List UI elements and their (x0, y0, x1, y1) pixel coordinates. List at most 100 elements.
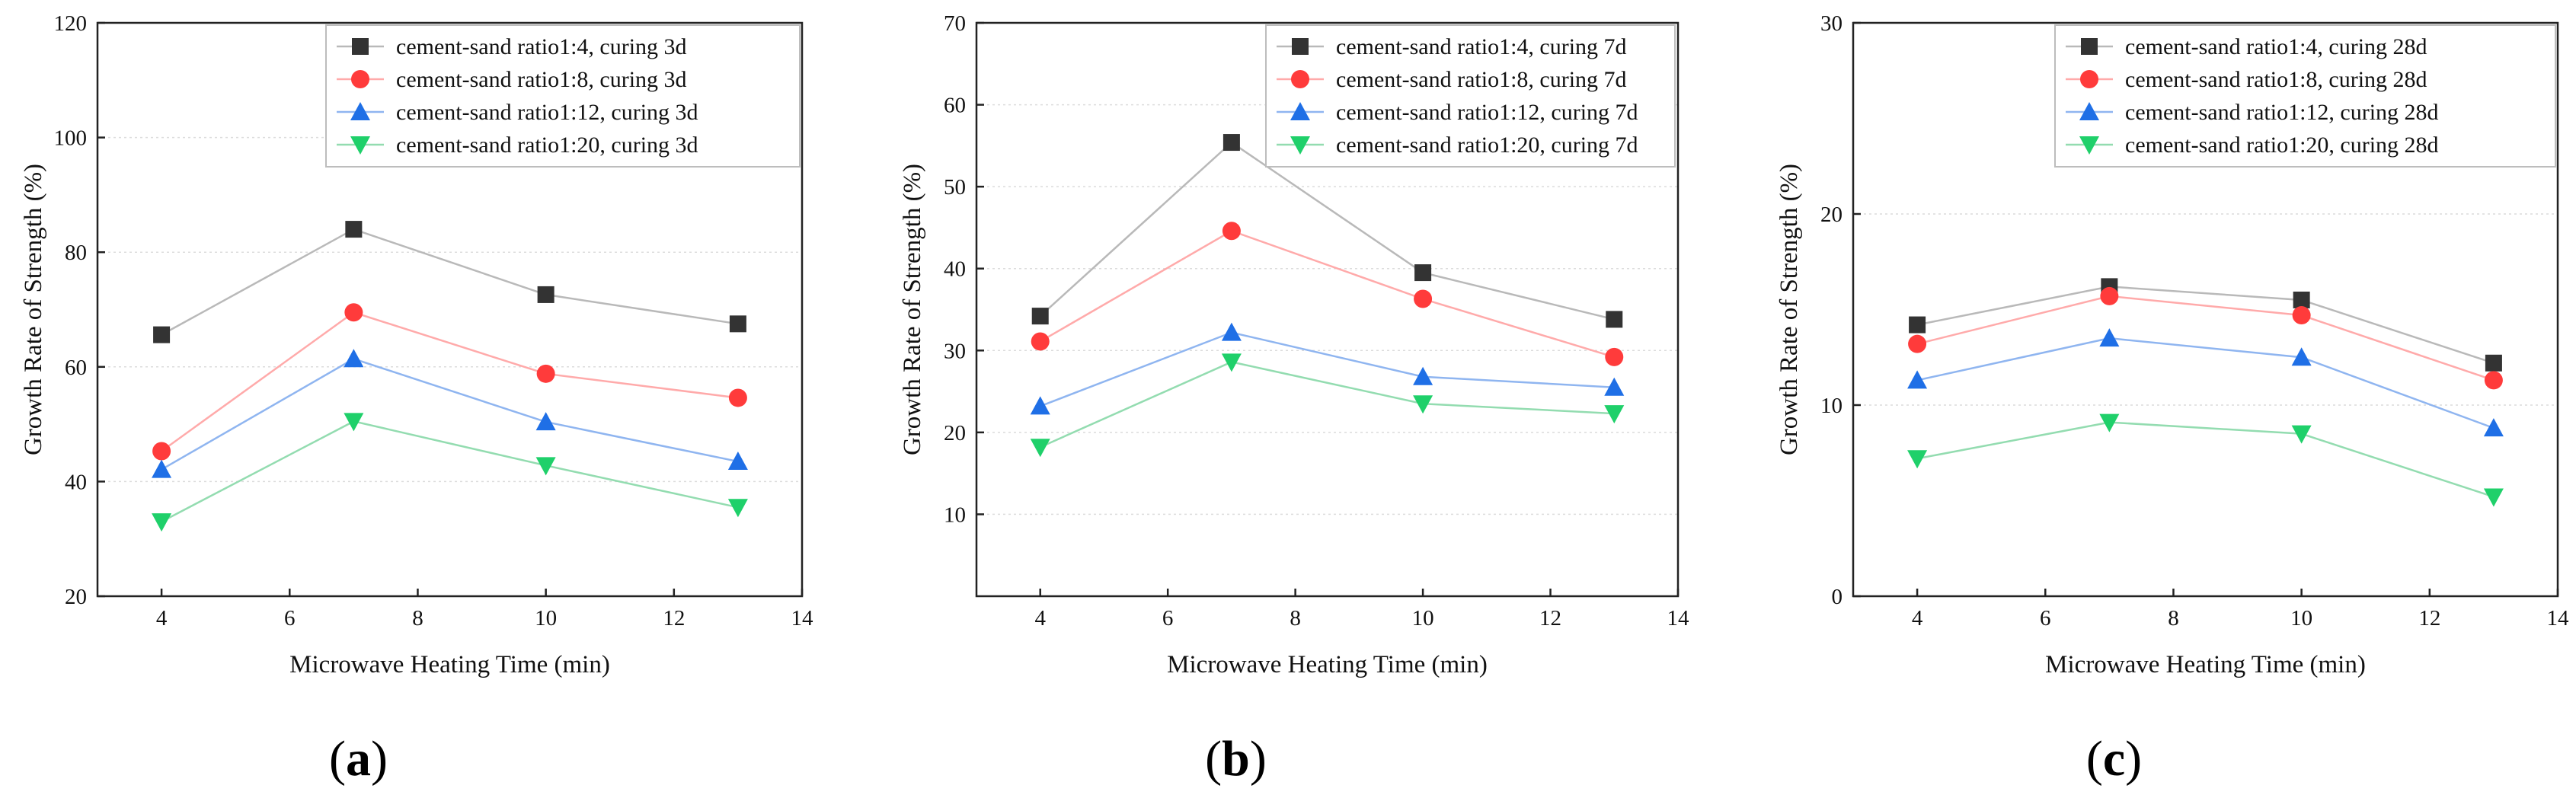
y-tick-label: 120 (54, 11, 88, 36)
data-point (345, 221, 363, 238)
data-point (1604, 377, 1625, 396)
data-point (1909, 316, 1926, 334)
data-point (1031, 308, 1049, 325)
y-tick-label: 20 (944, 421, 966, 445)
data-point (153, 326, 171, 343)
plot-frame (96, 21, 804, 598)
y-tick-label: 60 (944, 94, 966, 118)
y-tick-label: 10 (1820, 394, 1843, 418)
data-point (1908, 334, 1927, 353)
y-tick-label: 100 (54, 126, 88, 151)
data-point (537, 286, 555, 303)
data-point (1414, 289, 1433, 308)
x-tick-label: 4 (1912, 606, 1923, 630)
data-point (2483, 488, 2504, 507)
legend-marker (2081, 38, 2098, 55)
series-line (1916, 421, 2495, 498)
x-axis-label: Microwave Heating Time (min) (289, 651, 610, 678)
legend-label: cement-sand ratio1:4, curing 28d (2125, 34, 2427, 59)
x-tick-label: 4 (156, 606, 168, 630)
panel-label: (a) (329, 731, 388, 787)
x-tick-label: 4 (1034, 606, 1046, 630)
x-tick-label: 6 (284, 606, 296, 630)
x-tick-label: 12 (1539, 606, 1561, 630)
series-line (161, 228, 739, 336)
legend-label: cement-sand ratio1:20, curing 3d (396, 132, 698, 158)
data-point (1030, 396, 1050, 415)
panel-label: (c) (2086, 731, 2142, 787)
x-axis-label: Microwave Heating Time (min) (1167, 651, 1488, 678)
legend-marker (351, 70, 369, 88)
x-tick-label: 10 (535, 606, 557, 630)
series-line (161, 311, 739, 452)
data-point (1907, 370, 1928, 389)
series-line (1916, 295, 2495, 381)
y-tick-label: 70 (944, 11, 966, 36)
data-point (1907, 450, 1928, 469)
y-tick-label: 50 (944, 175, 966, 200)
legend-box (1265, 24, 1676, 168)
x-tick-label: 6 (1162, 606, 1174, 630)
y-tick-label: 30 (1820, 11, 1843, 36)
legend-box (2054, 24, 2556, 168)
data-point (152, 442, 171, 461)
series-line (1040, 361, 1615, 448)
data-point (727, 499, 748, 518)
legend-label: cement-sand ratio1:4, curing 3d (396, 34, 687, 59)
data-point (1030, 439, 1050, 458)
data-point (2099, 328, 2120, 347)
legend-marker (1290, 102, 1310, 120)
x-tick-label: 8 (2168, 606, 2179, 630)
data-point (535, 457, 556, 476)
legend-label: cement-sand ratio1:20, curing 7d (1336, 132, 1638, 158)
legend-marker (2080, 70, 2098, 88)
legend-label: cement-sand ratio1:12, curing 28d (2125, 100, 2439, 125)
legend-label: cement-sand ratio1:8, curing 3d (396, 67, 687, 92)
series-line (1916, 337, 2495, 429)
data-point (1221, 322, 1242, 341)
plot-frame (1852, 21, 2559, 598)
y-tick-label: 80 (65, 241, 87, 265)
x-axis-label: Microwave Heating Time (min) (2045, 651, 2366, 678)
plot-frame (975, 21, 1680, 598)
legend-marker (2079, 136, 2099, 155)
data-point (344, 349, 364, 368)
legend-marker (350, 102, 370, 120)
legend-label: cement-sand ratio1:12, curing 7d (1336, 100, 1638, 125)
y-tick-label: 0 (1832, 585, 1843, 609)
data-point (344, 413, 364, 432)
data-point (2291, 347, 2312, 366)
data-point (535, 412, 556, 431)
y-axis-label: Growth Rate of Strength (%) (899, 164, 926, 455)
data-point (152, 459, 172, 478)
data-point (2100, 286, 2119, 305)
y-axis-label: Growth Rate of Strength (%) (1775, 164, 1803, 455)
x-tick-label: 8 (1290, 606, 1301, 630)
legend-marker (1290, 136, 1310, 155)
x-tick-label: 14 (791, 606, 814, 630)
x-tick-label: 14 (1667, 606, 1690, 630)
data-point (1604, 405, 1625, 424)
data-point (1222, 134, 1240, 152)
data-point (2485, 354, 2502, 372)
y-tick-label: 40 (944, 257, 966, 282)
panel-label: (b) (1205, 731, 1267, 787)
x-tick-label: 14 (2547, 606, 2570, 630)
y-tick-label: 10 (944, 503, 966, 527)
data-point (1606, 311, 1623, 328)
data-point (1222, 222, 1241, 241)
x-tick-label: 6 (2040, 606, 2051, 630)
data-point (1413, 366, 1433, 385)
data-point (1605, 347, 1624, 366)
legend-marker (1291, 70, 1309, 88)
legend-label: cement-sand ratio1:8, curing 28d (2125, 67, 2427, 92)
series-line (1040, 331, 1615, 407)
legend-marker (1292, 38, 1309, 55)
chart-panel-a: 20 40 60 80 100 120 4 6 8 10 12 14 Microwave Heating… (20, 11, 813, 787)
series-line (161, 420, 739, 523)
x-tick-label: 10 (1412, 606, 1434, 630)
y-tick-label: 60 (65, 356, 87, 380)
series-line (1916, 286, 2495, 364)
data-point (728, 388, 747, 407)
